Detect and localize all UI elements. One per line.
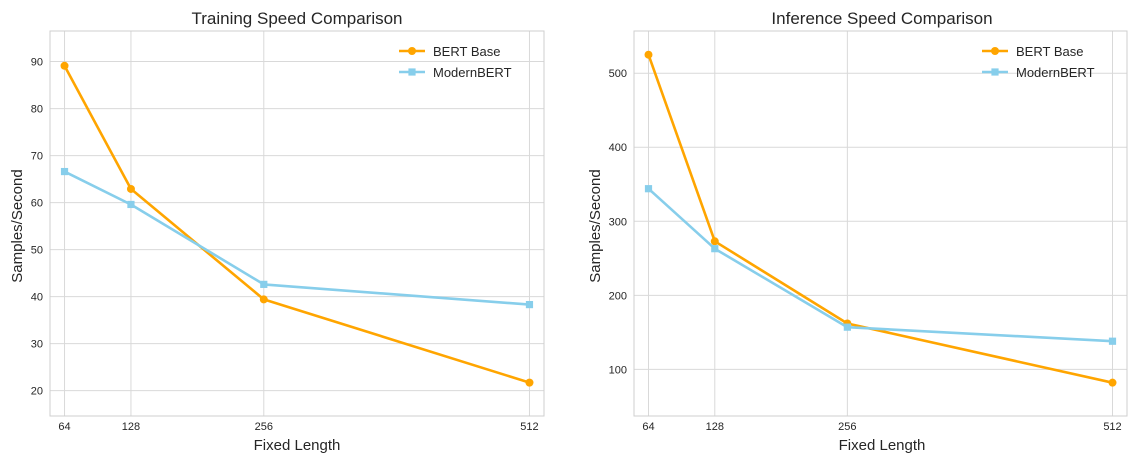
y-tick-label: 500 [609,68,627,80]
y-tick-label: 20 [31,386,43,398]
legend-label: ModernBERT [433,65,512,80]
x-tick-label: 64 [58,421,70,433]
x-tick-label: 256 [838,421,856,433]
data-point [61,62,69,70]
y-axis-label: Samples/Second [587,169,604,282]
data-point [127,201,134,208]
x-tick-label: 256 [255,421,273,433]
y-tick-label: 60 [31,198,43,210]
data-point [260,295,268,303]
data-point [844,324,851,331]
series-line [65,66,530,383]
data-point [260,281,267,288]
data-point [526,301,533,308]
plot-area: 100 200 300 400 500 64 128 256 512 BERT Base Moder… [609,31,1127,433]
legend-marker [991,47,999,55]
y-tick-label: 30 [31,339,43,351]
legend-label: BERT Base [433,44,500,59]
x-axis-label: Fixed Length [839,437,926,454]
legend-marker [408,68,415,75]
x-tick-label: 128 [122,421,140,433]
y-tick-label: 50 [31,245,43,257]
data-point [1109,379,1117,387]
x-tick-label: 64 [642,421,654,433]
data-point [711,237,719,245]
chart-title: Training Speed Comparison [191,9,402,28]
data-point [645,51,653,59]
inference-speed-chart: Inference Speed Comparison Fixed Length … [587,9,1127,454]
y-tick-label: 200 [609,290,627,302]
x-tick-label: 128 [706,421,724,433]
plot-area: 20 30 40 50 60 70 80 90 64 128 256 512 BERT Base Mode… [31,31,544,433]
y-tick-label: 40 [31,292,43,304]
y-tick-label: 80 [31,104,43,116]
data-point [525,379,533,387]
x-tick-label: 512 [520,421,538,433]
legend-label: ModernBERT [1016,65,1095,80]
series-line [649,189,1113,342]
y-tick-label: 90 [31,57,43,69]
series-line [649,55,1113,383]
data-point [645,185,652,192]
data-point [1109,338,1116,345]
y-tick-label: 300 [609,216,627,228]
data-point [61,168,68,175]
x-axis-label: Fixed Length [254,437,341,454]
training-speed-chart: Training Speed Comparison Fixed Length S… [9,9,544,454]
legend-marker [991,68,998,75]
plot-frame [50,31,544,416]
chart-title: Inference Speed Comparison [771,9,992,28]
x-tick-label: 512 [1103,421,1121,433]
legend-marker [408,47,416,55]
data-point [711,245,718,252]
y-tick-label: 70 [31,151,43,163]
y-tick-label: 100 [609,364,627,376]
y-tick-label: 400 [609,142,627,154]
legend-label: BERT Base [1016,44,1083,59]
y-axis-label: Samples/Second [9,169,26,282]
data-point [127,185,135,193]
